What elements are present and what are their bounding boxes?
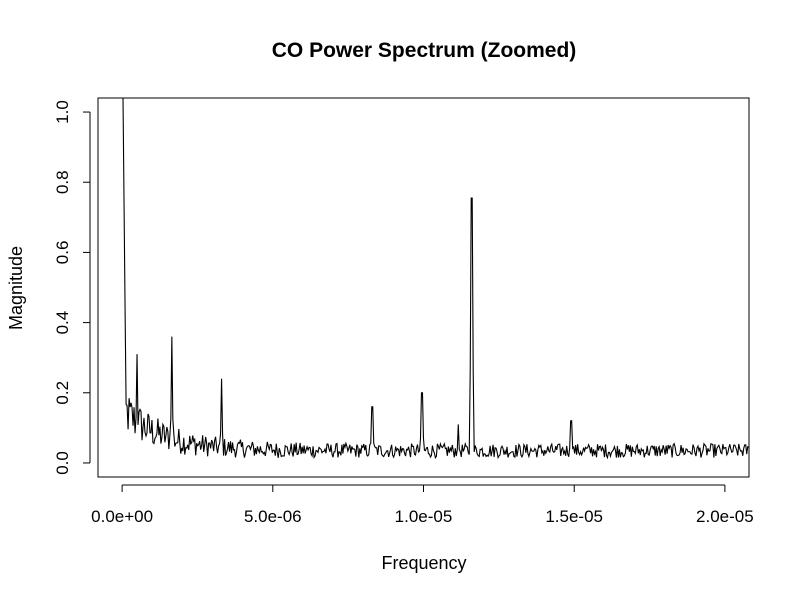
y-tick-label: 1.0 [53,100,72,124]
plot-frame [97,97,750,478]
y-tick-label: 0.0 [53,451,72,475]
series-group [122,98,749,460]
y-tick-label: 0.4 [53,311,72,335]
x-tick-label: 5.0e-06 [244,507,302,526]
spectrum-line [122,98,749,460]
y-tick-label: 0.6 [53,241,72,265]
y-axis: 0.0 0.2 0.4 0.6 0.8 1.0 [53,100,91,475]
y-tick-label: 0.2 [53,381,72,405]
chart-title: CO Power Spectrum (Zoomed) [272,39,577,62]
x-axis-label: Frequency [381,553,466,573]
x-tick-label: 1.0e-05 [395,507,453,526]
x-axis: 0.0e+00 5.0e-06 1.0e-05 1.5e-05 2.0e-05 [91,484,754,526]
x-tick-label: 0.0e+00 [91,507,153,526]
x-tick-label: 2.0e-05 [696,507,754,526]
y-axis-label: Magnitude [6,246,26,330]
y-tick-label: 0.8 [53,170,72,194]
x-tick-label: 1.5e-05 [545,507,603,526]
